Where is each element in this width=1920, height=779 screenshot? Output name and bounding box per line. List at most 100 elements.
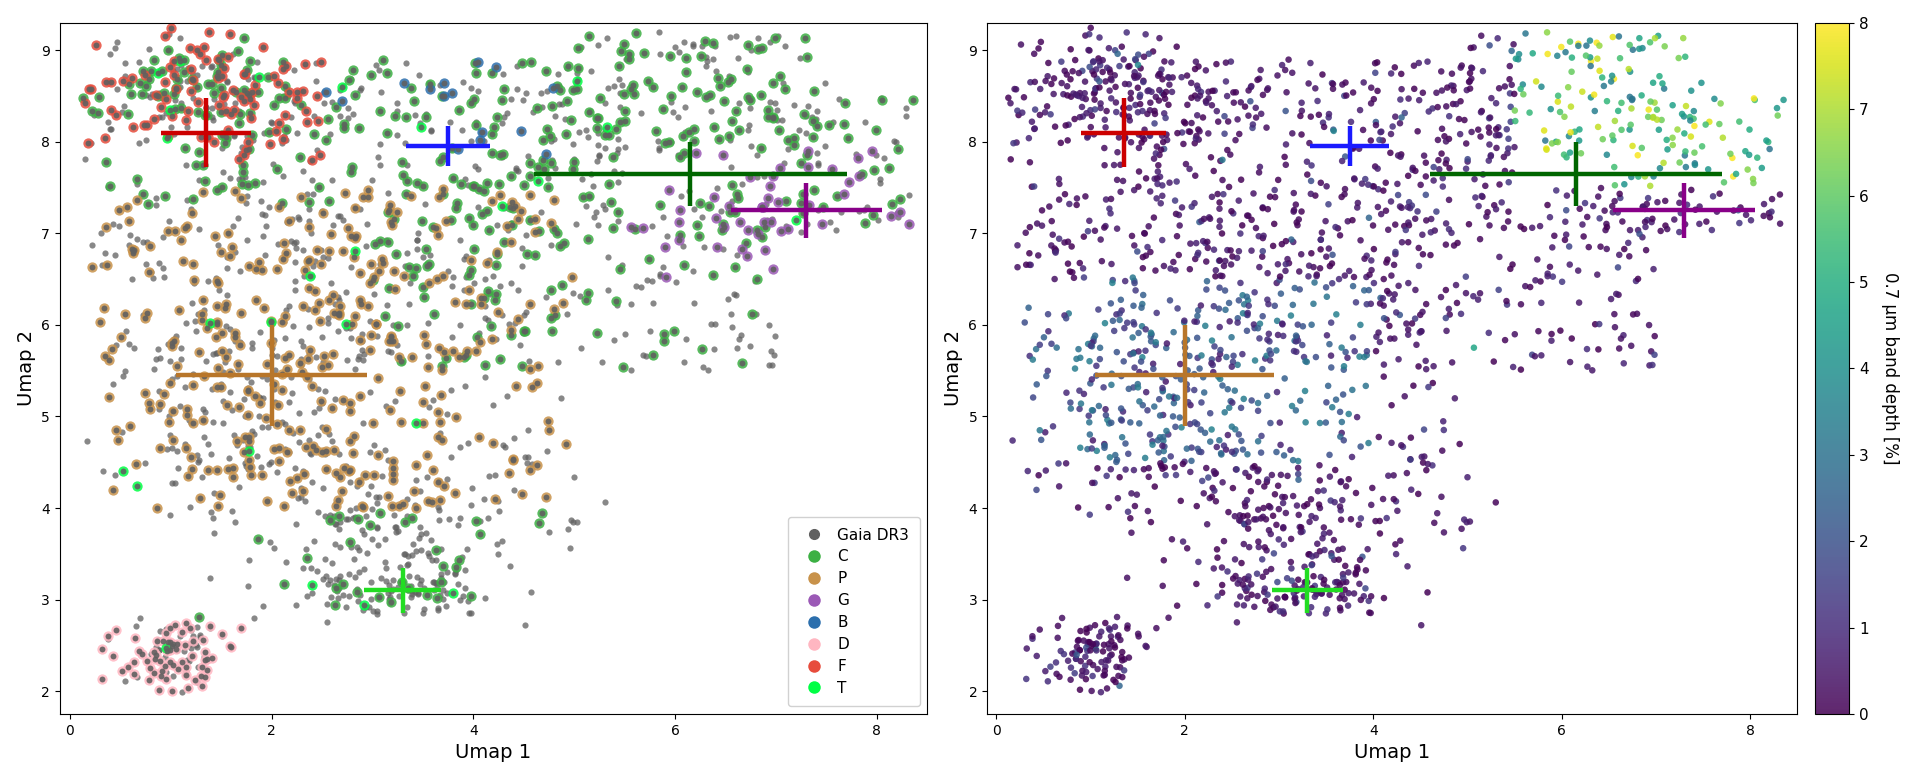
Point: [102, 434, 132, 446]
Point: [445, 178, 476, 190]
Point: [315, 574, 346, 587]
Point: [1288, 581, 1319, 594]
Point: [1146, 179, 1177, 192]
Point: [897, 93, 927, 106]
Point: [413, 361, 444, 374]
Point: [472, 205, 503, 217]
Point: [1444, 113, 1475, 125]
Point: [632, 350, 662, 362]
Point: [1596, 76, 1626, 88]
Point: [1119, 99, 1150, 111]
Point: [275, 215, 305, 227]
Point: [1283, 319, 1313, 331]
Point: [240, 294, 271, 307]
Point: [1325, 601, 1356, 614]
Point: [1054, 266, 1085, 278]
Point: [1119, 284, 1150, 297]
Point: [223, 45, 253, 58]
Point: [225, 90, 255, 103]
Point: [1252, 544, 1283, 556]
Point: [1421, 86, 1452, 99]
Point: [294, 344, 324, 356]
Point: [749, 203, 780, 215]
Point: [296, 447, 326, 460]
Point: [641, 125, 672, 137]
Point: [188, 41, 219, 53]
Point: [1129, 463, 1160, 475]
Point: [1332, 473, 1363, 485]
Point: [1329, 364, 1359, 376]
Point: [232, 234, 263, 246]
Point: [1294, 548, 1325, 560]
Point: [1052, 134, 1083, 146]
Point: [246, 264, 276, 277]
Point: [338, 430, 369, 442]
Point: [1642, 114, 1672, 126]
Point: [1640, 348, 1670, 361]
Point: [482, 548, 513, 560]
Point: [294, 155, 324, 167]
Point: [674, 125, 705, 138]
Point: [1114, 111, 1144, 123]
Point: [115, 420, 146, 432]
Point: [1100, 621, 1131, 633]
Point: [144, 442, 175, 454]
Point: [380, 284, 411, 296]
Point: [349, 598, 380, 611]
Point: [399, 485, 430, 497]
Point: [482, 248, 513, 260]
Point: [386, 416, 417, 428]
Point: [1213, 181, 1244, 193]
Point: [1350, 379, 1380, 392]
Point: [275, 349, 305, 361]
Point: [227, 622, 257, 634]
Point: [1344, 577, 1375, 590]
Point: [394, 261, 424, 273]
Point: [372, 204, 403, 217]
Point: [536, 100, 566, 113]
Point: [1300, 189, 1331, 202]
Point: [413, 550, 444, 562]
Point: [273, 216, 303, 228]
Point: [1085, 102, 1116, 115]
Point: [263, 455, 294, 467]
Point: [1164, 249, 1194, 261]
Point: [536, 136, 566, 148]
Point: [236, 342, 267, 354]
Point: [1085, 341, 1116, 354]
Point: [1751, 134, 1782, 146]
Point: [1292, 498, 1323, 510]
Point: [1296, 550, 1327, 562]
Point: [1085, 55, 1116, 68]
Point: [1187, 474, 1217, 487]
Point: [1213, 401, 1244, 414]
Point: [582, 122, 612, 134]
Point: [365, 258, 396, 270]
Point: [1050, 457, 1081, 470]
Point: [165, 400, 196, 412]
Point: [144, 683, 175, 696]
Point: [543, 79, 574, 92]
Point: [582, 112, 612, 125]
Point: [1075, 636, 1106, 648]
Point: [1169, 337, 1200, 349]
Point: [1162, 208, 1192, 220]
Point: [1505, 83, 1536, 95]
Point: [1386, 236, 1417, 249]
Point: [411, 338, 442, 351]
Point: [1208, 188, 1238, 200]
Point: [152, 637, 182, 650]
Point: [372, 298, 403, 311]
Point: [223, 153, 253, 165]
Point: [637, 349, 668, 361]
Point: [374, 591, 405, 604]
Point: [1116, 527, 1146, 539]
Point: [1146, 129, 1177, 142]
Point: [486, 308, 516, 321]
Point: [1584, 40, 1615, 52]
Point: [340, 202, 371, 214]
Point: [493, 317, 524, 330]
Point: [94, 391, 125, 404]
Point: [1021, 343, 1052, 355]
Point: [674, 125, 705, 138]
